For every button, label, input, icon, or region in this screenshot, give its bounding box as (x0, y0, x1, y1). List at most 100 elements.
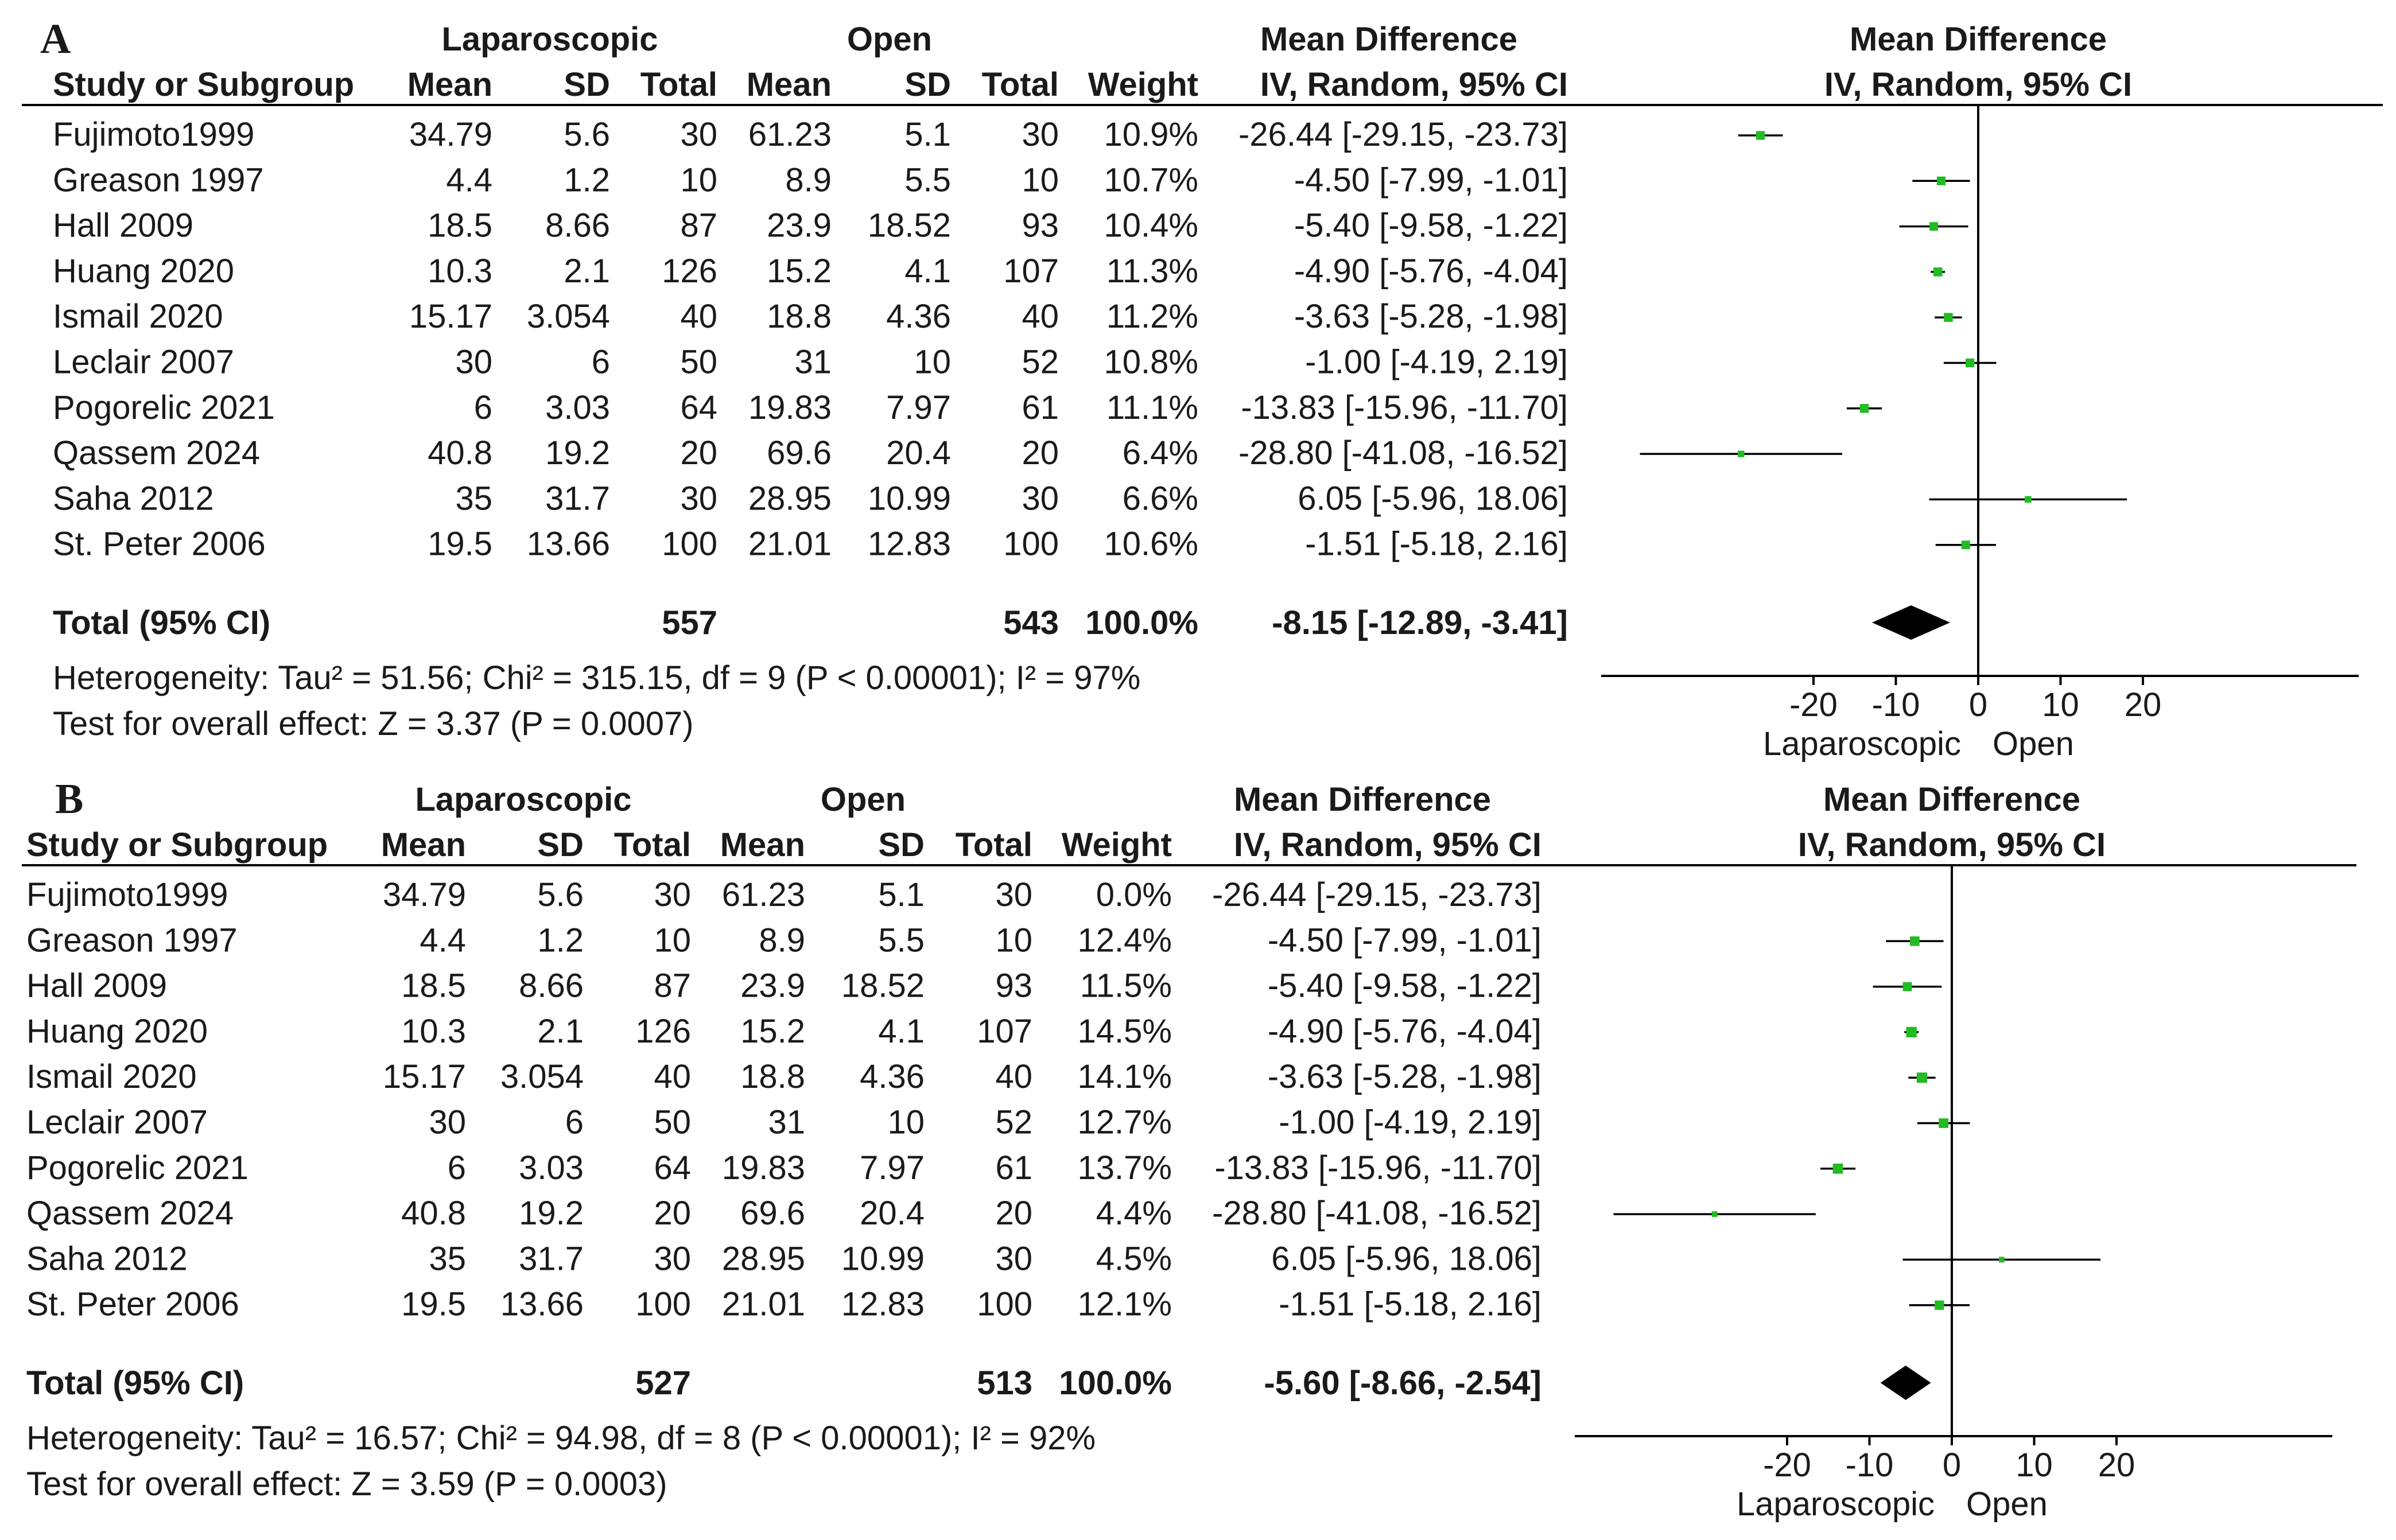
panel-b-row-7-ci-text: -13.83 [-15.96, -11.70] (1214, 1149, 1541, 1187)
panel-a-heterogeneity-text: Heterogeneity: Tau² = 51.56; Chi² = 315.… (53, 659, 1140, 697)
panel-a-row-7-ci-text: -13.83 [-15.96, -11.70] (1241, 389, 1568, 426)
panel-a-total-ci-text: -8.15 [-12.89, -3.41] (1272, 604, 1568, 641)
panel-a-tick-label-3: 10 (2042, 686, 2079, 724)
panel-a-row-6-open-mean: 31 (794, 344, 832, 381)
panel-b-row-4-ci-text: -4.90 [-5.76, -4.04] (1268, 1013, 1541, 1050)
panel-b-lap-sd-header: SD (537, 826, 584, 864)
panel-a-row-3-lap-mean: 18.5 (428, 207, 492, 244)
panel-a-row-6-lap-mean: 30 (455, 344, 492, 381)
panel-a-row-1-ci-text: -26.44 [-29.15, -23.73] (1238, 116, 1568, 153)
panel-b-laparoscopic-group-header: Laparoscopic (415, 781, 631, 818)
panel-a-row-3-open-sd: 18.52 (868, 207, 951, 244)
panel-a-favours-right-label: Open (1993, 725, 2074, 763)
panel-a-row-3-ci-text: -5.40 [-9.58, -1.22] (1294, 207, 1568, 244)
panel-a-open-mean-header: Mean (747, 66, 832, 103)
panel-b-tick-label-4: 20 (2098, 1446, 2135, 1484)
panel-b-row-3-ci-text: -5.40 [-9.58, -1.22] (1268, 967, 1541, 1005)
panel-a-row-3-effect-marker (1929, 222, 1938, 231)
panel-a-row-2-open-sd: 5.5 (904, 161, 951, 199)
panel-a-tick-label-1: -10 (1872, 686, 1920, 724)
panel-a-total-open-n: 543 (1003, 604, 1059, 641)
panel-a-row-10-lap-mean: 19.5 (428, 526, 492, 563)
panel-a-lap-sd-header: SD (564, 66, 610, 103)
panel-a-weight-header: Weight (1088, 66, 1198, 103)
panel-a-row-4-effect-marker (1933, 267, 1943, 277)
panel-a-row-3-lap-total: 87 (680, 207, 717, 244)
panel-b-row-10-study-name: St. Peter 2006 (26, 1286, 239, 1323)
panel-b-tick-label-3: 10 (2016, 1446, 2053, 1484)
panel-b-row-7-open-total: 61 (995, 1149, 1032, 1187)
panel-a-row-5-ci-text: -3.63 [-5.28, -1.98] (1294, 298, 1568, 335)
panel-a-row-9-lap-mean: 35 (455, 480, 492, 517)
panel-a-row-1-open-total: 30 (1022, 116, 1059, 153)
panel-b-row-2-weight: 12.4% (1078, 921, 1172, 959)
panel-a-row-5-lap-total: 40 (680, 298, 717, 335)
panel-b-row-10-lap-sd: 13.66 (500, 1286, 584, 1323)
panel-a-row-10-open-mean: 21.01 (748, 526, 832, 563)
panel-b-row-9-lap-mean: 35 (429, 1240, 466, 1277)
panel-a-row-4-ci-text: -4.90 [-5.76, -4.04] (1294, 252, 1568, 290)
panel-a-row-4-open-mean: 15.2 (767, 252, 832, 290)
panel-b-row-5-open-total: 40 (995, 1058, 1032, 1095)
panel-b-row-8-study-name: Qassem 2024 (26, 1195, 234, 1232)
panel-a-row-4-lap-total: 126 (662, 252, 717, 290)
panel-a-study-column-header: Study or Subgroup (53, 66, 354, 103)
panel-a-plot-title: Mean Difference (1850, 21, 2107, 58)
panel-a-row-1-open-mean: 61.23 (748, 116, 832, 153)
panel-a-row-10-weight: 10.6% (1104, 526, 1198, 563)
panel-a-row-2-lap-total: 10 (680, 161, 717, 199)
panel-b-row-1-open-sd: 5.1 (878, 876, 925, 913)
panel-a-open-sd-header: SD (904, 66, 951, 103)
panel-b-row-5-effect-marker (1916, 1072, 1927, 1083)
panel-b-total-open-n: 513 (977, 1364, 1032, 1402)
panel-a-row-4-lap-sd: 2.1 (564, 252, 610, 290)
panel-b-row-4-lap-sd: 2.1 (537, 1013, 584, 1050)
panel-a-row-9-lap-sd: 31.7 (545, 480, 610, 517)
panel-a-row-6-ci-text: -1.00 [-4.19, 2.19] (1305, 344, 1568, 381)
panel-a-row-9-weight: 6.6% (1123, 480, 1198, 517)
panel-b-row-7-weight: 13.7% (1078, 1149, 1172, 1187)
panel-b-row-1-open-mean: 61.23 (722, 876, 805, 913)
panel-b-row-2-lap-mean: 4.4 (420, 921, 466, 959)
panel-a-letter: A (40, 15, 71, 63)
panel-b-ci-header: IV, Random, 95% CI (1234, 826, 1541, 864)
panel-b-row-4-study-name: Huang 2020 (26, 1013, 208, 1050)
panel-b-row-4-effect-marker (1906, 1026, 1917, 1038)
panel-a-row-8-open-total: 20 (1022, 434, 1059, 472)
panel-a-row-2-open-total: 10 (1022, 161, 1059, 199)
panel-b-lap-mean-header: Mean (381, 826, 466, 864)
panel-a-lap-mean-header: Mean (407, 66, 492, 103)
panel-b-tick-label-1: -10 (1846, 1446, 1894, 1484)
panel-b-tick-label-0: -20 (1763, 1446, 1811, 1484)
panel-a-row-5-effect-marker (1944, 313, 1953, 322)
panel-a-row-4-lap-mean: 10.3 (428, 252, 492, 290)
panel-a-row-6-lap-sd: 6 (592, 344, 610, 381)
panel-b-row-4-open-total: 107 (977, 1013, 1032, 1050)
panel-a-row-1-lap-mean: 34.79 (409, 116, 492, 153)
panel-b-row-10-lap-mean: 19.5 (401, 1286, 466, 1323)
panel-b-row-6-open-total: 52 (995, 1104, 1032, 1141)
panel-b-favours-left-label: Laparoscopic (1737, 1485, 1935, 1523)
panel-a-row-6-weight: 10.8% (1104, 344, 1198, 381)
panel-b-heterogeneity-text: Heterogeneity: Tau² = 16.57; Chi² = 94.9… (26, 1420, 1096, 1457)
panel-a-row-1-lap-sd: 5.6 (564, 116, 610, 153)
panel-b-row-4-lap-mean: 10.3 (401, 1013, 466, 1050)
panel-a-row-2-lap-mean: 4.4 (446, 161, 492, 199)
panel-b-row-7-study-name: Pogorelic 2021 (26, 1149, 248, 1187)
panel-a-row-7-lap-mean: 6 (474, 389, 492, 426)
panel-b-open-sd-header: SD (878, 826, 925, 864)
panel-a-row-10-open-total: 100 (1003, 526, 1059, 563)
panel-b-row-7-effect-marker (1832, 1163, 1843, 1174)
panel-b-row-10-weight: 12.1% (1078, 1286, 1172, 1323)
panel-b-row-3-lap-mean: 18.5 (401, 967, 466, 1005)
panel-a-row-6-study-name: Leclair 2007 (53, 344, 234, 381)
panel-b-summary-diamond (1880, 1366, 1931, 1400)
panel-b-row-9-ci-text: 6.05 [-5.96, 18.06] (1271, 1240, 1541, 1277)
panel-a-row-9-lap-total: 30 (680, 480, 717, 517)
panel-b-study-column-header: Study or Subgroup (26, 826, 328, 864)
panel-b-row-10-effect-marker (1935, 1300, 1944, 1310)
panel-a-row-6-open-total: 52 (1022, 344, 1059, 381)
panel-a-row-4-study-name: Huang 2020 (53, 252, 234, 290)
